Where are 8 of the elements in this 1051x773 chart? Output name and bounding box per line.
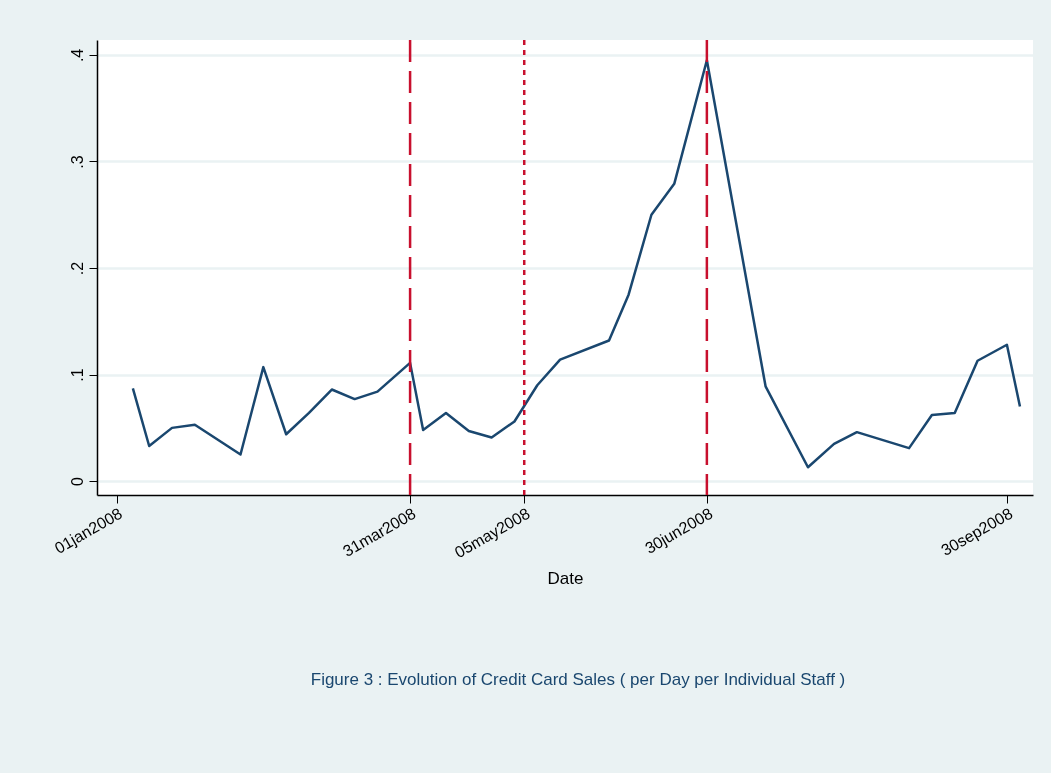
y-tick-label: .4 xyxy=(68,48,86,63)
y-tick-label: .3 xyxy=(68,155,86,169)
caption: Figure 3 : Evolution of Credit Card Sales ( per Day per Individual Staff ) xyxy=(310,670,846,689)
line-series xyxy=(131,59,1022,469)
y-tick-label: .1 xyxy=(68,368,86,382)
y-tick-label: .2 xyxy=(68,261,86,276)
y-tick-label: 0 xyxy=(68,477,86,487)
x-axis-title: Date xyxy=(547,569,584,589)
